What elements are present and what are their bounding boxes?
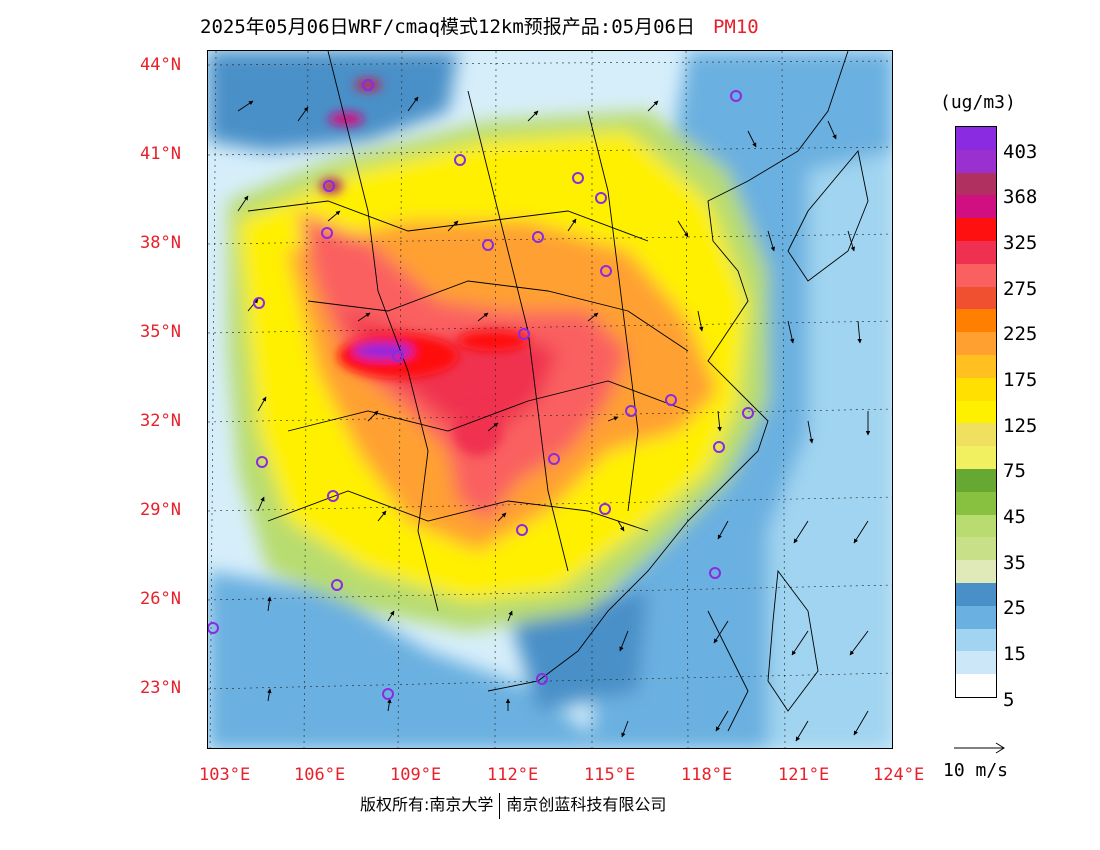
site-markers xyxy=(208,79,754,700)
legend-swatch xyxy=(956,195,996,219)
lon-label-124: 124°E xyxy=(873,765,925,785)
legend-swatch xyxy=(956,377,996,401)
footer-separator xyxy=(499,792,501,819)
legend-label-175: 175 xyxy=(1003,369,1038,391)
legend-label-35: 35 xyxy=(1003,552,1026,574)
legend-swatch xyxy=(956,582,996,606)
lon-label-121: 121°E xyxy=(778,765,830,785)
copyright-footer: 版权所有:南京大学 南京创蓝科技有限公司 xyxy=(360,791,666,819)
lat-label-32: 32°N xyxy=(140,411,181,431)
legend-label-325: 325 xyxy=(1003,232,1038,254)
graticule xyxy=(208,51,892,748)
legend-swatch xyxy=(956,309,996,333)
legend-swatch xyxy=(956,400,996,424)
lon-label-115: 115°E xyxy=(584,765,636,785)
legend-label-403: 403 xyxy=(1003,141,1038,163)
legend-swatch xyxy=(956,491,996,515)
concentration-field xyxy=(208,51,892,748)
lon-label-118: 118°E xyxy=(681,765,733,785)
wind-key-arrow xyxy=(954,742,1005,754)
legend-label-45: 45 xyxy=(1003,506,1026,528)
pm10-map xyxy=(207,50,893,749)
legend-label-368: 368 xyxy=(1003,186,1038,208)
color-legend xyxy=(955,126,997,698)
legend-label-15: 15 xyxy=(1003,643,1026,665)
legend-label-225: 225 xyxy=(1003,323,1038,345)
legend-label-5: 5 xyxy=(1003,689,1015,711)
legend-units: (ug/m3) xyxy=(940,92,1016,113)
wind-vectors xyxy=(237,96,871,742)
legend-label-75: 75 xyxy=(1003,460,1026,482)
title-text: 2025年05月06日WRF/cmaq模式12km预报产品:05月06日 xyxy=(200,16,695,38)
legend-swatch xyxy=(956,332,996,355)
product-label: PM10 xyxy=(712,16,759,38)
lat-label-44: 44°N xyxy=(140,55,181,75)
legend-swatch xyxy=(956,127,996,150)
legend-label-275: 275 xyxy=(1003,278,1038,300)
legend-label-125: 125 xyxy=(1003,415,1038,437)
lat-label-23: 23°N xyxy=(140,678,181,698)
legend-swatch xyxy=(956,218,996,241)
lat-label-41: 41°N xyxy=(140,144,181,164)
map-svg xyxy=(208,51,892,748)
legend-swatch xyxy=(956,446,996,469)
legend-swatch xyxy=(956,651,996,675)
legend-swatch xyxy=(956,149,996,173)
boundaries xyxy=(247,51,869,732)
lat-label-38: 38°N xyxy=(140,233,181,253)
lat-label-29: 29°N xyxy=(140,500,181,520)
copyright-right: 南京创蓝科技有限公司 xyxy=(506,795,667,814)
legend-swatch xyxy=(956,674,996,697)
legend-swatch xyxy=(956,423,996,447)
legend-swatch xyxy=(956,354,996,378)
legend-swatch xyxy=(956,240,996,264)
lat-label-35: 35°N xyxy=(140,322,181,342)
lon-label-109: 109°E xyxy=(390,765,442,785)
lat-label-26: 26°N xyxy=(140,589,181,609)
legend-label-25: 25 xyxy=(1003,597,1026,619)
legend-swatch xyxy=(956,263,996,287)
legend-swatch xyxy=(956,605,996,629)
legend-swatch xyxy=(956,286,996,310)
lon-label-106: 106°E xyxy=(294,765,346,785)
legend-swatch xyxy=(956,628,996,652)
legend-swatch xyxy=(956,560,996,583)
lon-label-112: 112°E xyxy=(487,765,539,785)
wind-key-label: 10 m/s xyxy=(943,760,1009,781)
chart-title: 2025年05月06日WRF/cmaq模式12km预报产品:05月06日 PM10 xyxy=(200,12,759,39)
copyright-left: 版权所有:南京大学 xyxy=(360,795,494,814)
lon-label-103: 103°E xyxy=(199,765,251,785)
legend-swatch xyxy=(956,537,996,561)
legend-swatch xyxy=(956,172,996,196)
legend-swatch xyxy=(956,514,996,538)
legend-swatch xyxy=(956,468,996,492)
